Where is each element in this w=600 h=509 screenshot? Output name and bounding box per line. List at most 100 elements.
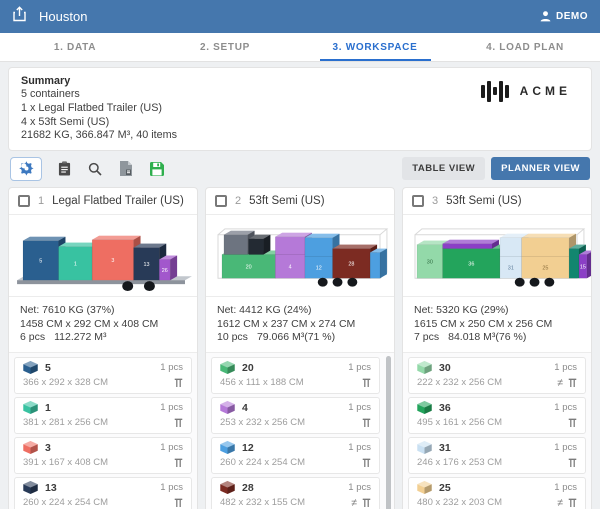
tab-setup[interactable]: 2. SETUP <box>199 41 251 53</box>
svg-text:31: 31 <box>508 266 514 272</box>
user-menu[interactable]: DEMO <box>539 10 588 23</box>
list-item[interactable]: 1 1 pcs 381 x 281 x 256 CM <box>14 396 192 434</box>
tab-load-plan[interactable]: 4. LOAD PLAN <box>486 41 564 53</box>
package-icon <box>23 361 38 375</box>
list-item[interactable]: 3 1 pcs 391 x 167 x 408 CM <box>14 436 192 474</box>
table-view-button[interactable]: TABLE VIEW <box>402 157 486 181</box>
save-button[interactable] <box>148 161 166 176</box>
container-2-title: 53ft Semi (US) <box>249 195 325 208</box>
pin-icon[interactable] <box>568 378 577 388</box>
item-dimensions: 366 x 292 x 328 CM <box>23 377 109 389</box>
container-2-checkbox[interactable] <box>215 195 227 208</box>
pin-icon[interactable] <box>174 458 183 468</box>
list-item[interactable]: 4 1 pcs 253 x 232 x 256 CM <box>211 396 380 434</box>
item-quantity: 1 pcs <box>554 402 577 414</box>
pieces-count: 6 pcs <box>20 331 46 344</box>
pin-icon[interactable] <box>174 378 183 388</box>
summary-semi-count: 4 x 53ft Semi (US) <box>21 115 110 128</box>
item-dimensions: 222 x 232 x 256 CM <box>417 377 503 389</box>
acme-logo: ACME <box>481 79 571 103</box>
item-quantity: 1 pcs <box>348 402 371 414</box>
wheel-icon <box>529 277 540 287</box>
svg-text:26: 26 <box>162 268 168 274</box>
wheel-icon <box>317 277 328 287</box>
user-name: DEMO <box>556 11 588 22</box>
project-title: Houston <box>39 9 88 24</box>
package-icon <box>23 481 38 495</box>
item-id: 12 <box>242 441 254 454</box>
item-dimensions: 253 x 232 x 256 CM <box>220 417 306 429</box>
list-item[interactable]: 31 1 pcs 246 x 176 x 253 CM <box>408 436 586 474</box>
share-icon[interactable] <box>12 6 27 27</box>
package-icon <box>220 441 235 455</box>
pin-icon[interactable] <box>362 378 371 388</box>
list-item[interactable]: 25 1 pcs 480 x 232 x 203 CM ≠ <box>408 476 586 509</box>
volume: 84.018 M³(76 %) <box>448 331 527 344</box>
container-2-item-list: 20 1 pcs 456 x 111 x 188 CM 4 1 pcs 253 x 232… <box>206 352 394 509</box>
item-dimensions: 456 x 111 x 188 CM <box>220 377 304 389</box>
container-1-index: 1 <box>38 195 45 208</box>
container-3-title: 53ft Semi (US) <box>446 195 522 208</box>
pin-icon[interactable] <box>362 418 371 428</box>
export-file-button[interactable] <box>117 161 135 177</box>
settings-gear-button[interactable] <box>10 156 42 181</box>
workspace-toolbar: TABLE VIEW PLANNER VIEW <box>10 155 590 182</box>
package-icon <box>417 401 432 415</box>
container-card-1-header: 1 Legal Flatbed Trailer (US) <box>9 188 197 216</box>
wheel-icon <box>332 277 343 287</box>
package-icon <box>23 441 38 455</box>
net-weight: Net: 4412 KG (24%) <box>217 304 312 317</box>
pieces-count: 7 pcs <box>414 331 440 344</box>
item-dimensions: 480 x 232 x 203 CM <box>417 497 503 509</box>
clipboard-button[interactable] <box>55 161 73 176</box>
container-3-index: 3 <box>432 195 439 208</box>
file-export-icon <box>120 161 132 177</box>
container-3-stats: Net: 5320 KG (29%) 1615 CM x 250 CM x 25… <box>403 297 591 353</box>
pin-icon[interactable] <box>568 498 577 508</box>
tab-workspace[interactable]: 3. WORKSPACE <box>300 33 450 61</box>
summary-flatbed-count: 1 x Legal Flatbed Trailer (US) <box>21 101 163 114</box>
load-dimensions: 1615 CM x 250 CM x 256 CM <box>414 317 553 330</box>
list-scrollbar[interactable] <box>386 355 391 509</box>
package-icon <box>417 441 432 455</box>
list-item[interactable]: 13 1 pcs 260 x 224 x 254 CM <box>14 476 192 509</box>
pin-icon[interactable] <box>362 498 371 508</box>
pin-icon[interactable] <box>568 418 577 428</box>
pin-icon[interactable] <box>174 498 183 508</box>
container-2-index: 2 <box>235 195 242 208</box>
load-dimensions: 1612 CM x 237 CM x 274 CM <box>217 317 356 330</box>
list-item[interactable]: 12 1 pcs 260 x 224 x 254 CM <box>211 436 380 474</box>
list-item[interactable]: 20 1 pcs 456 x 111 x 188 CM <box>211 356 380 394</box>
semi-trailer-3d: 20 4 12 28 <box>217 228 389 287</box>
list-item[interactable]: 36 1 pcs 495 x 161 x 256 CM <box>408 396 586 434</box>
item-quantity: 1 pcs <box>160 442 183 454</box>
person-icon <box>540 11 551 22</box>
planner-view-button[interactable]: PLANNER VIEW <box>491 157 590 181</box>
item-dimensions: 495 x 161 x 256 CM <box>417 417 503 429</box>
container-1-stats: Net: 7610 KG (37%) 1458 CM x 292 CM x 40… <box>9 297 197 353</box>
tab-data[interactable]: 1. DATA <box>53 41 97 53</box>
container-3-checkbox[interactable] <box>412 195 424 208</box>
not-equal-icon: ≠ <box>351 496 357 509</box>
pin-icon[interactable] <box>568 458 577 468</box>
list-item[interactable]: 28 1 pcs 482 x 232 x 155 CM ≠ <box>211 476 380 509</box>
item-dimensions: 260 x 224 x 254 CM <box>23 497 109 509</box>
container-1-checkbox[interactable] <box>18 195 30 208</box>
item-quantity: 1 pcs <box>160 482 183 494</box>
package-icon <box>220 481 235 495</box>
save-icon <box>150 161 164 176</box>
wheel-icon <box>122 281 134 292</box>
list-item[interactable]: 30 1 pcs 222 x 232 x 256 CM ≠ <box>408 356 586 394</box>
svg-text:25: 25 <box>542 266 548 272</box>
container-3-3d-view[interactable]: 30 36 31 25 15 <box>403 215 591 298</box>
container-2-3d-view[interactable]: 20 4 12 28 <box>206 215 394 298</box>
pin-icon[interactable] <box>174 418 183 428</box>
net-weight: Net: 7610 KG (37%) <box>20 304 115 317</box>
container-1-3d-view[interactable]: 5 1 3 13 26 <box>9 215 197 298</box>
item-quantity: 1 pcs <box>554 482 577 494</box>
search-button[interactable] <box>86 162 104 176</box>
list-item[interactable]: 5 1 pcs 366 x 292 x 328 CM <box>14 356 192 394</box>
search-icon <box>88 162 102 176</box>
pin-icon[interactable] <box>362 458 371 468</box>
item-quantity: 1 pcs <box>554 442 577 454</box>
